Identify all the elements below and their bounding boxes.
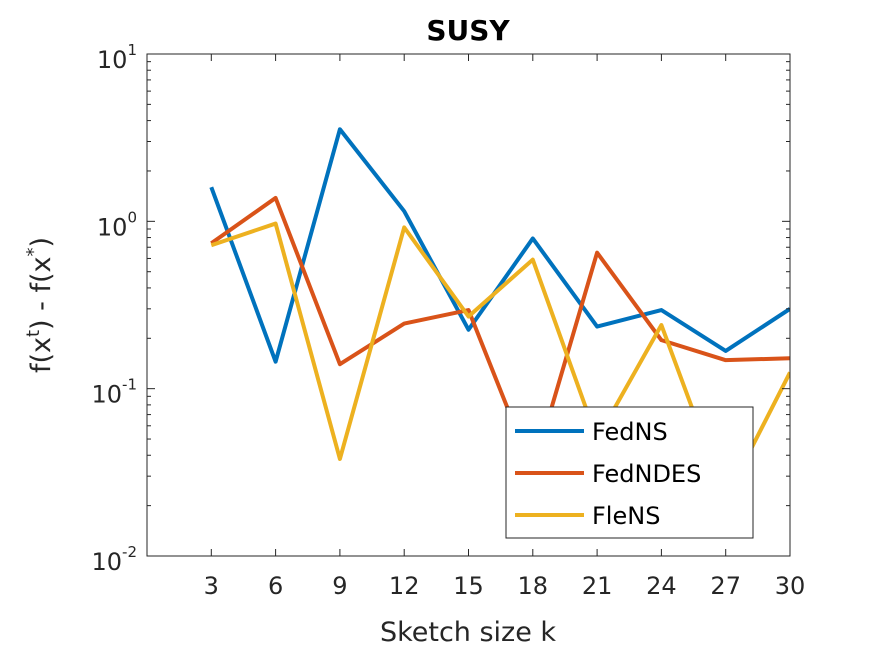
x-tick-label: 9 [332, 572, 347, 600]
x-tick-label: 15 [453, 572, 484, 600]
y-axis-label: f(xt) - f(x*) [23, 237, 57, 373]
x-axis-label: Sketch size k [380, 617, 556, 648]
series-line-fedns [209, 127, 790, 364]
y-tick-label: 101 [97, 41, 137, 74]
x-tick-label: 18 [518, 572, 549, 600]
chart-title: SUSY [426, 14, 510, 47]
x-tick-label: 21 [582, 572, 613, 600]
series-line-fedndes [210, 195, 790, 474]
x-tick-label: 24 [646, 572, 677, 600]
y-tick-label: 10-2 [91, 543, 137, 576]
x-tick-label: 27 [710, 572, 741, 600]
y-axis: 101 100 10-1 10-2 [91, 41, 790, 576]
x-tick-label: 12 [389, 572, 420, 600]
legend-label-fedns: FedNS [592, 418, 668, 446]
legend: FedNS FedNDES FleNS [505, 406, 754, 539]
y-tick-label: 10-1 [91, 376, 137, 409]
y-tick-label: 100 [97, 208, 137, 241]
x-axis: 3 6 9 12 15 18 21 24 27 30 [204, 54, 806, 600]
x-tick-label: 3 [204, 572, 219, 600]
x-tick-label: 6 [268, 572, 283, 600]
legend-label-fedndes: FedNDES [592, 460, 701, 488]
plot-area: 3 6 9 12 15 18 21 24 27 30 101 100 10-1 10-2 [91, 41, 805, 600]
legend-label-flens: FleNS [592, 502, 660, 530]
x-tick-label: 30 [775, 572, 806, 600]
